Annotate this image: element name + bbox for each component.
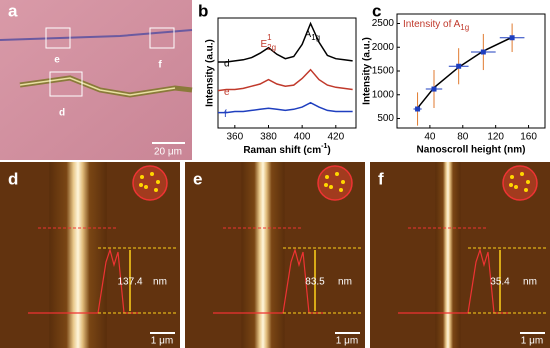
- region-label: d: [59, 108, 65, 119]
- text-part: Raman shift (cm: [243, 145, 321, 156]
- legend-label: e: [224, 87, 230, 98]
- inset: [317, 165, 353, 201]
- x-tick-label: 360: [226, 132, 243, 143]
- plot-frame: [217, 17, 357, 129]
- height-unit: nm: [523, 277, 537, 288]
- region-label: e: [54, 55, 60, 66]
- annotation: A1g: [305, 29, 321, 42]
- afm-scroll: [241, 162, 285, 348]
- panel-label: e: [193, 169, 202, 188]
- text-part: E: [260, 39, 267, 50]
- region-box: [149, 27, 175, 49]
- profile: [213, 247, 323, 314]
- text-part: Intensity of A: [403, 19, 461, 30]
- region-box: [49, 71, 83, 97]
- inset-dot: [156, 180, 160, 184]
- inset-dot: [325, 175, 329, 179]
- text-part: 1g: [311, 33, 320, 42]
- inset-dot: [339, 188, 343, 192]
- y-tick-label: 2500: [372, 18, 395, 29]
- point: [415, 106, 421, 112]
- region-label: f: [158, 60, 162, 71]
- text-part: A: [305, 29, 312, 40]
- inset-dot: [509, 183, 513, 187]
- legend-label: d: [224, 59, 230, 70]
- inset-dot: [335, 172, 339, 176]
- inset-dot: [139, 183, 143, 187]
- text-part: -1: [321, 143, 327, 150]
- scale-label: 1 μm: [336, 336, 358, 347]
- inset-dot: [329, 185, 333, 189]
- profile: [398, 247, 508, 314]
- legend-label: f: [224, 109, 227, 120]
- inset-dot: [520, 172, 524, 176]
- panel-label: a: [8, 1, 18, 20]
- inset-dot: [341, 180, 345, 184]
- fit-line: [416, 36, 513, 109]
- text-part: 2g: [267, 43, 276, 52]
- inset-dot: [526, 180, 530, 184]
- region-box: [45, 27, 71, 49]
- y-axis-label: Intensity (a.u.): [205, 39, 216, 107]
- panel-label: b: [198, 1, 208, 20]
- height-value: 35.4: [490, 277, 510, 288]
- scale-label: 1 μm: [521, 336, 543, 347]
- point: [480, 49, 486, 55]
- inset-dot: [324, 183, 328, 187]
- inset-dot: [140, 175, 144, 179]
- micrograph: [0, 0, 192, 160]
- annotation: E2g1: [260, 33, 276, 52]
- inset-dot: [144, 185, 148, 189]
- y-tick-label: 1500: [372, 66, 395, 77]
- y-tick-label: 1000: [372, 89, 395, 100]
- x-tick-label: 160: [520, 132, 537, 143]
- flake-edge: [0, 29, 193, 41]
- height-value: 137.4: [117, 277, 142, 288]
- height-value: 83.5: [305, 277, 325, 288]
- x-tick-label: 40: [424, 132, 436, 143]
- inset: [502, 165, 538, 201]
- panel-label: f: [378, 169, 384, 188]
- scale-label: 20 μm: [154, 147, 182, 158]
- inset-dot: [524, 188, 528, 192]
- inset-dot: [154, 188, 158, 192]
- afm-row: d 137.4 nm 1 μm e 83.5 nm 1 μm f 35.4 nm 1 μm: [0, 162, 550, 348]
- point: [456, 63, 462, 69]
- afm-scroll: [49, 162, 107, 348]
- nanoscroll-highlight: [19, 77, 176, 96]
- panel-label: c: [372, 1, 381, 20]
- x-axis-label: Nanoscroll height (nm): [417, 145, 526, 156]
- chart-title: Intensity of A1g: [403, 19, 469, 32]
- x-tick-label: 400: [294, 132, 311, 143]
- inset-dot: [150, 172, 154, 176]
- height-unit: nm: [153, 277, 167, 288]
- x-tick-label: 420: [327, 132, 344, 143]
- text-part: 1: [267, 33, 272, 42]
- x-tick-label: 120: [487, 132, 504, 143]
- text-part: 1g: [460, 23, 469, 32]
- inset-dot: [514, 185, 518, 189]
- spectrum: [218, 101, 353, 114]
- text-part: ): [327, 145, 330, 156]
- inset: [132, 165, 168, 201]
- profile: [28, 247, 138, 314]
- x-tick-label: 380: [260, 132, 277, 143]
- inset-dot: [510, 175, 514, 179]
- x-axis-label: Raman shift (cm-1): [243, 143, 330, 156]
- y-tick-label: 500: [377, 113, 394, 124]
- height-unit: nm: [338, 277, 352, 288]
- point: [509, 35, 515, 41]
- point: [431, 86, 437, 92]
- afm-scroll: [435, 162, 461, 348]
- spectrum: [218, 21, 353, 63]
- spectrum: [217, 68, 353, 92]
- scale-label: 1 μm: [151, 336, 173, 347]
- y-axis-label: Intensity (a.u.): [362, 37, 373, 105]
- x-tick-label: 80: [457, 132, 469, 143]
- panel-a: a e f d 20 μm: [0, 0, 193, 160]
- y-tick-label: 2000: [372, 42, 395, 53]
- panel-label: d: [8, 169, 18, 188]
